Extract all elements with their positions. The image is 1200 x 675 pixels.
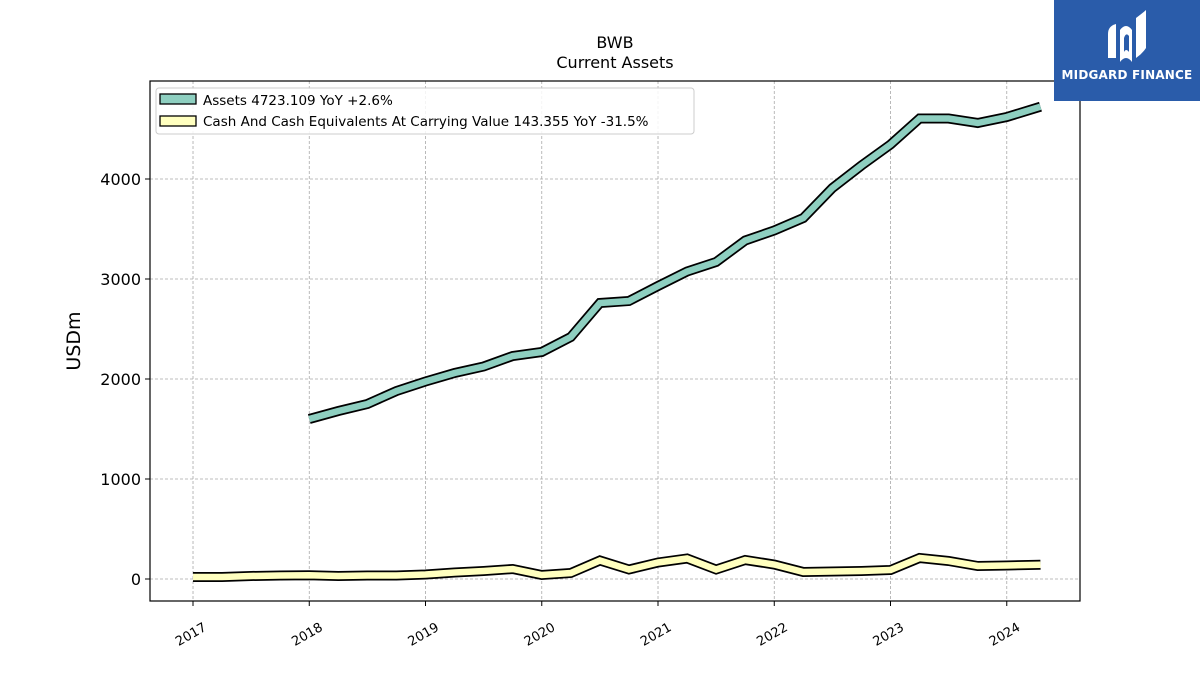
x-tick-label: 2023 <box>871 620 907 650</box>
y-tick-label: 4000 <box>100 170 141 189</box>
y-tick-label: 0 <box>131 570 141 589</box>
y-axis: 0 1000 2000 3000 4000 <box>100 170 150 589</box>
logo-text: MIDGARD FINANCE <box>1061 68 1193 82</box>
x-tick-label: 2019 <box>406 620 442 650</box>
y-tick-label: 1000 <box>100 470 141 489</box>
grid <box>150 81 1080 601</box>
x-tick-label: 2024 <box>987 620 1023 650</box>
y-tick-label: 2000 <box>100 370 141 389</box>
series-line-outline <box>307 101 1042 424</box>
legend-swatch-assets <box>159 93 197 105</box>
legend-label-cash: Cash And Cash Equivalents At Carrying Va… <box>203 114 649 130</box>
series-line <box>193 554 1041 581</box>
chart-title: BWB <box>596 33 633 52</box>
legend-label-assets: Assets 4723.109 YoY +2.6% <box>203 93 393 109</box>
series-1 <box>193 552 1041 582</box>
series-line <box>308 103 1042 423</box>
legend: Assets 4723.109 YoY +2.6% Cash And Cash … <box>155 87 695 135</box>
midgard-finance-logo: MIDGARD FINANCE <box>1054 0 1200 101</box>
series-layer <box>193 101 1042 582</box>
plot-frame <box>149 80 1081 602</box>
legend-swatch-cash <box>159 115 197 127</box>
y-axis-label: USDm <box>63 311 85 370</box>
x-tick-label: 2017 <box>173 620 209 650</box>
x-tick-label: 2021 <box>638 620 674 650</box>
chart-subtitle: Current Assets <box>556 53 673 72</box>
y-tick-label: 3000 <box>100 270 141 289</box>
logo-mark-icon <box>1108 10 1146 62</box>
x-tick-label: 2020 <box>522 620 558 650</box>
legend-frame <box>155 87 695 135</box>
x-tick-label: 2018 <box>289 620 325 650</box>
x-tick-label: 2022 <box>754 620 790 650</box>
series-0 <box>307 101 1042 424</box>
x-axis: 2017 2018 2019 2020 2021 2022 2023 2024 <box>173 601 1023 650</box>
